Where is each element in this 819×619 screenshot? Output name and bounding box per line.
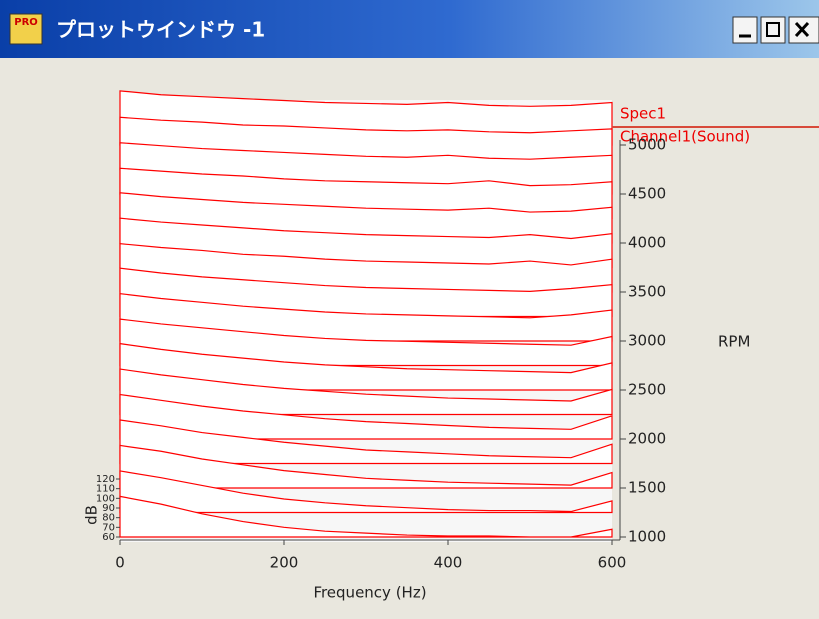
spectrum-trace bbox=[119, 342, 613, 391]
spectrum-trace bbox=[119, 495, 613, 538]
minimize-button[interactable] bbox=[732, 16, 758, 44]
spectrum-trace bbox=[119, 470, 613, 514]
spectrum-trace bbox=[119, 393, 613, 440]
x-tick-label: 200 bbox=[270, 554, 299, 572]
x-tick-label: 600 bbox=[598, 554, 627, 572]
spectrum-trace bbox=[119, 444, 613, 489]
z-tick-label: 80 bbox=[102, 513, 115, 524]
z-tick-label: 110 bbox=[96, 484, 115, 495]
app-icon bbox=[9, 13, 43, 45]
legend-entry: Spec1 bbox=[620, 105, 666, 123]
y-tick-label: 3000 bbox=[628, 332, 666, 350]
traces bbox=[119, 90, 613, 538]
window-title: プロットウインドウ -1 bbox=[56, 18, 265, 42]
title-bar bbox=[0, 0, 819, 58]
maximize-icon bbox=[766, 22, 780, 37]
z-tick-label: 120 bbox=[96, 474, 115, 485]
z-tick-label: 60 bbox=[102, 532, 115, 543]
spectrum-trace bbox=[119, 318, 613, 367]
y-tick-label: 2000 bbox=[628, 430, 666, 448]
y-tick-label: 1000 bbox=[628, 528, 666, 546]
maximize-button[interactable] bbox=[760, 16, 786, 44]
y-tick-label: 4000 bbox=[628, 234, 666, 252]
close-icon bbox=[794, 21, 810, 38]
y-tick-label: 1500 bbox=[628, 479, 666, 497]
y-tick-label: 4500 bbox=[628, 185, 666, 203]
z-tick-label: 70 bbox=[102, 522, 115, 533]
x-tick-label: 400 bbox=[434, 554, 463, 572]
y-axis-label: RPM bbox=[718, 333, 750, 351]
spectrum-trace bbox=[119, 292, 613, 342]
y-tick-label: 3500 bbox=[628, 283, 666, 301]
z-tick-label: 100 bbox=[96, 493, 115, 504]
spectrum-trace bbox=[119, 419, 613, 465]
icon-text: PRO bbox=[14, 17, 38, 28]
z-axis-label: dB bbox=[83, 505, 101, 525]
x-tick-label: 0 bbox=[115, 554, 125, 572]
spectrum-trace bbox=[119, 368, 613, 416]
close-button[interactable] bbox=[788, 16, 819, 44]
spectrum-trace bbox=[119, 267, 613, 318]
x-axis-label: Frequency (Hz) bbox=[313, 584, 426, 602]
legend-entry: Channel1(Sound) bbox=[620, 128, 750, 146]
y-tick-label: 5000 bbox=[628, 136, 666, 154]
z-tick-label: 90 bbox=[102, 503, 115, 514]
y-tick-label: 2500 bbox=[628, 381, 666, 399]
